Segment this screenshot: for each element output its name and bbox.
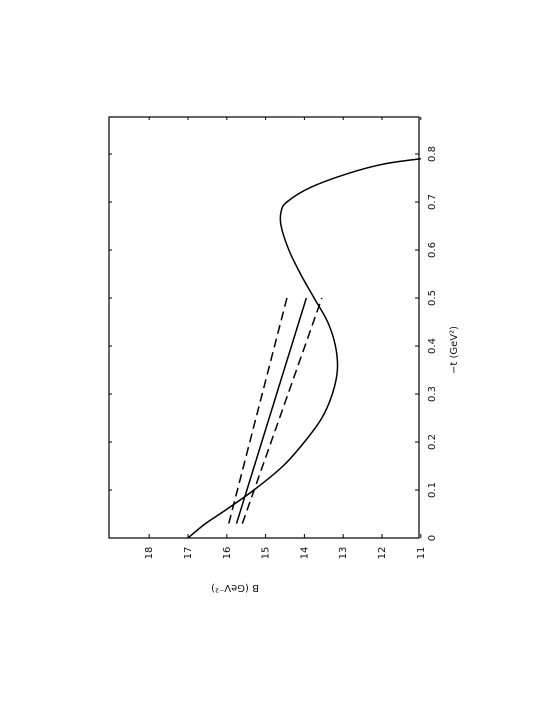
x-tick-label: 0.5 xyxy=(427,290,438,306)
x-tick-label: 0.4 xyxy=(427,338,438,354)
x-tick-label: 0.7 xyxy=(427,194,438,210)
dashed-line-3 xyxy=(241,297,323,524)
y-tick-label: 13 xyxy=(338,547,349,560)
x-axis-label: −t (GeV²) xyxy=(449,326,460,374)
y-tick-label: 16 xyxy=(222,547,233,560)
x-tick-label: 0.6 xyxy=(427,242,438,258)
y-tick-label: 14 xyxy=(299,547,310,560)
x-tick-label: 0 xyxy=(427,535,438,541)
solid-line-0 xyxy=(187,158,421,539)
plot-frame xyxy=(108,116,420,539)
y-tick-label: 18 xyxy=(144,547,155,560)
dashed-line-2 xyxy=(228,297,288,524)
y-tick-label: 12 xyxy=(377,547,388,560)
y-tick-label: 17 xyxy=(183,547,194,560)
y-tick-label: 15 xyxy=(261,547,272,560)
solid-line-1 xyxy=(235,297,308,524)
y-tick-label: 11 xyxy=(416,547,427,560)
y-axis-label: B (GeV⁻²) xyxy=(211,582,259,593)
x-tick-label: 0.1 xyxy=(427,482,438,498)
x-tick-label: 0.3 xyxy=(427,386,438,402)
x-tick-label: 0.2 xyxy=(427,434,438,450)
x-tick-label: 0.8 xyxy=(427,146,438,162)
